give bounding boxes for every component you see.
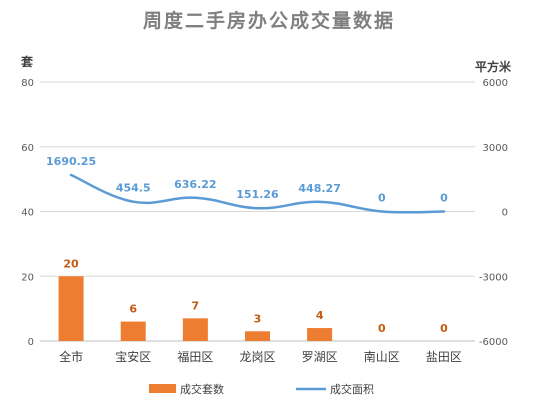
bar [58,276,84,341]
line-data-label: 636.22 [174,178,216,191]
x-tick-label: 罗湖区 [302,349,338,364]
legend-label: 成交套数 [180,382,224,396]
line-data-label: 0 [378,192,386,205]
y-right-tick-label: -6000 [479,337,508,348]
x-tick-label: 福田区 [177,349,213,364]
line-point [318,200,321,204]
line-data-label: 0 [440,192,448,205]
line-point [380,210,383,213]
bar [307,328,333,341]
bar-data-label: 20 [63,257,79,270]
y-left-tick-label: 20 [21,272,34,283]
line-data-label: 1690.25 [46,155,96,168]
bar [245,331,270,341]
line-data-label: 454.5 [116,182,151,195]
bar-data-label: 0 [378,322,386,335]
x-tick-label: 龙岗区 [239,350,275,364]
line-data-label: 151.26 [236,188,279,201]
bar-data-label: 6 [129,303,137,316]
bar-data-label: 0 [440,322,448,335]
y-right-tick-label: 0 [502,208,508,219]
x-tick-label: 南山区 [364,349,400,364]
y-left-tick-label: 40 [21,208,34,219]
chart-title: 周度二手房办公成交量数据 [143,9,395,32]
y-right-tick-label: 6000 [483,78,508,89]
y-right-axis-label: 平方米 [475,59,512,74]
line-point [69,173,73,177]
line-point [132,200,135,203]
bar-data-label: 3 [254,312,262,325]
legend-swatch-bar [149,384,176,393]
x-tick-label: 全市 [59,349,83,364]
bar [182,318,208,341]
y-left-tick-label: 80 [21,78,34,89]
bar [120,321,146,341]
y-right-tick-label: 3000 [483,143,508,154]
x-tick-label: 盐田区 [426,350,462,364]
line-point [194,196,197,199]
bar-data-label: 4 [316,309,324,322]
y-right-tick-label: -3000 [479,272,508,283]
y-left-tick-label: 60 [21,143,34,154]
line-data-label: 448.27 [298,182,340,195]
line-point [442,210,446,213]
line-point [256,207,259,210]
legend-label: 成交面积 [330,382,374,396]
y-left-axis-label: 套 [20,54,34,69]
x-tick-label: 宝安区 [115,349,151,364]
bar-data-label: 7 [192,299,200,312]
y-left-tick-label: 0 [28,337,34,348]
